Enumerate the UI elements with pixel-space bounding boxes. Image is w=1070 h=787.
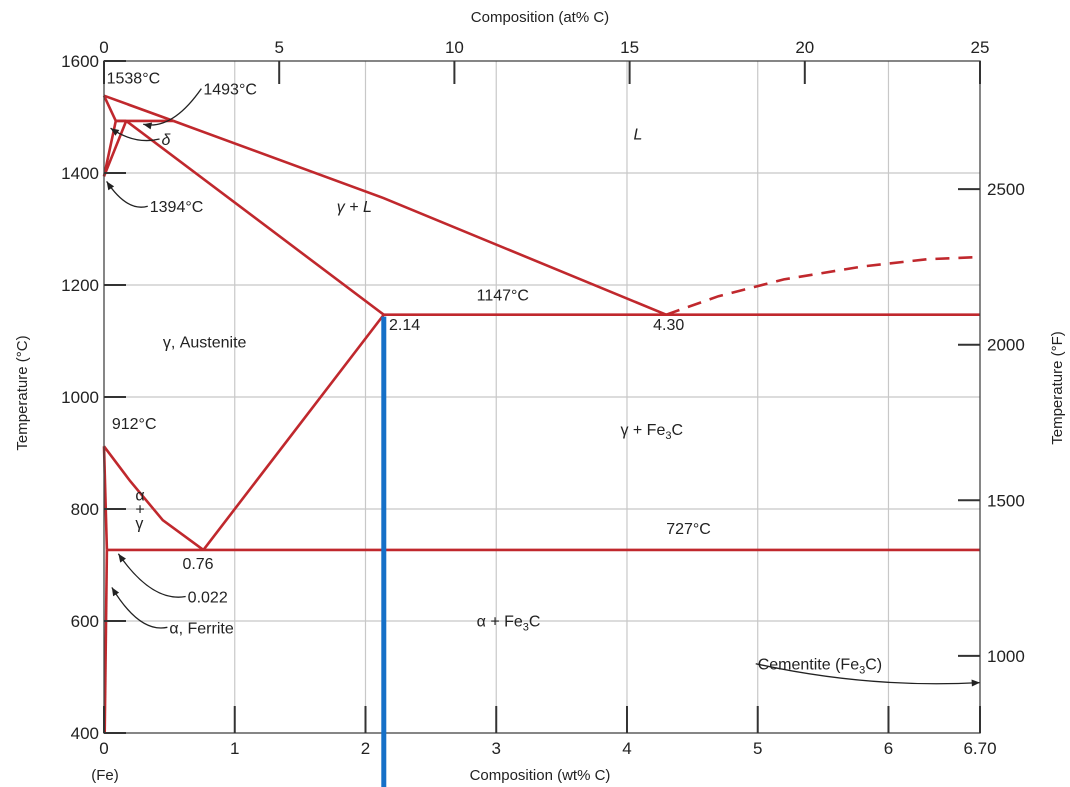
annotation-label: 0.76 bbox=[182, 556, 213, 573]
x2-tick-label: 10 bbox=[445, 38, 464, 57]
y-tick-label: 400 bbox=[71, 724, 99, 743]
phase-boundaries bbox=[102, 94, 981, 734]
y-tick-label: 800 bbox=[71, 500, 99, 519]
x2-tick-label: 25 bbox=[971, 38, 990, 57]
phase-line-delta-solidus bbox=[102, 95, 117, 122]
annotation-arrowhead bbox=[118, 553, 126, 563]
annotation-label: γ + Fe3C bbox=[620, 422, 683, 442]
annotation-arrowhead bbox=[143, 122, 153, 130]
annotation-arrow bbox=[111, 587, 168, 629]
annotation-arrowhead bbox=[971, 679, 980, 687]
x-axis-label: Composition (wt% C) bbox=[470, 767, 611, 784]
annotation-arrow bbox=[755, 663, 981, 685]
annotation-arrowhead bbox=[111, 587, 120, 597]
annotation-arrowhead bbox=[110, 128, 120, 136]
annotations: 1538°C 1493°C δ 1394°C Lγ + L 1147°C 2.14 4.30 γ… bbox=[107, 70, 883, 676]
y-tick-label: 600 bbox=[71, 612, 99, 631]
annotation-label: L bbox=[634, 126, 643, 143]
phase-line-austenite-solidus bbox=[125, 119, 385, 316]
phase-line-liquidus-main bbox=[172, 119, 667, 316]
x-tick-label: 1 bbox=[230, 739, 239, 758]
annotation-label: γ + L bbox=[337, 199, 372, 216]
grid bbox=[104, 61, 980, 733]
phase-line-liquidus-left bbox=[103, 94, 174, 123]
annotation-label: + bbox=[135, 502, 144, 519]
y-tick-label: 1200 bbox=[61, 276, 99, 295]
annotation-arrow bbox=[106, 181, 148, 208]
annotation-label: α, Ferrite bbox=[169, 620, 233, 637]
annotation-label: 2.14 bbox=[389, 317, 420, 334]
annotation-label: δ bbox=[162, 132, 172, 149]
annotation-label: 912°C bbox=[112, 416, 157, 433]
x-tick-label: 5 bbox=[753, 739, 762, 758]
annotation-arrow bbox=[117, 553, 186, 598]
annotation-arrows bbox=[106, 88, 981, 687]
y-tick-label: 1600 bbox=[61, 52, 99, 71]
x-tick-label: 6 bbox=[884, 739, 893, 758]
x-tick-label: 3 bbox=[492, 739, 501, 758]
x2-tick-label: 15 bbox=[620, 38, 639, 57]
x-tick-label: 2 bbox=[361, 739, 370, 758]
annotation-arrowhead bbox=[106, 181, 115, 191]
x-tick-label: 0 bbox=[99, 739, 108, 758]
annotation-label: 1394°C bbox=[150, 199, 204, 216]
y-tick-label: 1400 bbox=[61, 164, 99, 183]
annotation-label: γ bbox=[135, 516, 143, 533]
x-tick-label: 4 bbox=[622, 739, 631, 758]
x-axis-sublabel: (Fe) bbox=[91, 767, 119, 784]
y2-tick-label: 2500 bbox=[987, 180, 1025, 199]
x2-tick-label: 0 bbox=[99, 38, 108, 57]
annotation-label: Cementite (Fe3C) bbox=[758, 657, 882, 677]
phase-line-acm-line bbox=[202, 313, 385, 551]
annotation-label: α bbox=[135, 488, 144, 505]
y2-tick-label: 1000 bbox=[987, 647, 1025, 666]
y-axis-label: Temperature (°C) bbox=[14, 335, 31, 450]
phase-line-a3-line bbox=[102, 445, 205, 551]
phase-line-gamma-delta bbox=[102, 120, 128, 177]
annotation-label: 1538°C bbox=[107, 70, 161, 87]
y2-tick-label: 2000 bbox=[987, 336, 1025, 355]
y2-tick-label: 1500 bbox=[987, 491, 1025, 510]
annotation-label: 4.30 bbox=[653, 317, 684, 334]
annotation-label: 0.022 bbox=[188, 590, 228, 607]
x2-axis-label: Composition (at% C) bbox=[471, 9, 609, 26]
annotation-label: 727°C bbox=[666, 521, 711, 538]
phase-line-ferrite-solvus bbox=[103, 549, 109, 734]
x-tick-label: 6.70 bbox=[963, 739, 996, 758]
annotation-label: α + Fe3C bbox=[477, 614, 541, 634]
annotation-label: 1493°C bbox=[203, 82, 257, 99]
y2-axis-label: Temperature (°F) bbox=[1049, 331, 1066, 445]
y-tick-label: 1000 bbox=[61, 388, 99, 407]
annotation-label: 1147°C bbox=[477, 288, 529, 305]
phase-line-liquidus-cementite bbox=[665, 255, 981, 316]
x2-tick-label: 5 bbox=[274, 38, 283, 57]
annotation-label: γ, Austenite bbox=[163, 335, 247, 352]
x2-tick-label: 20 bbox=[795, 38, 814, 57]
